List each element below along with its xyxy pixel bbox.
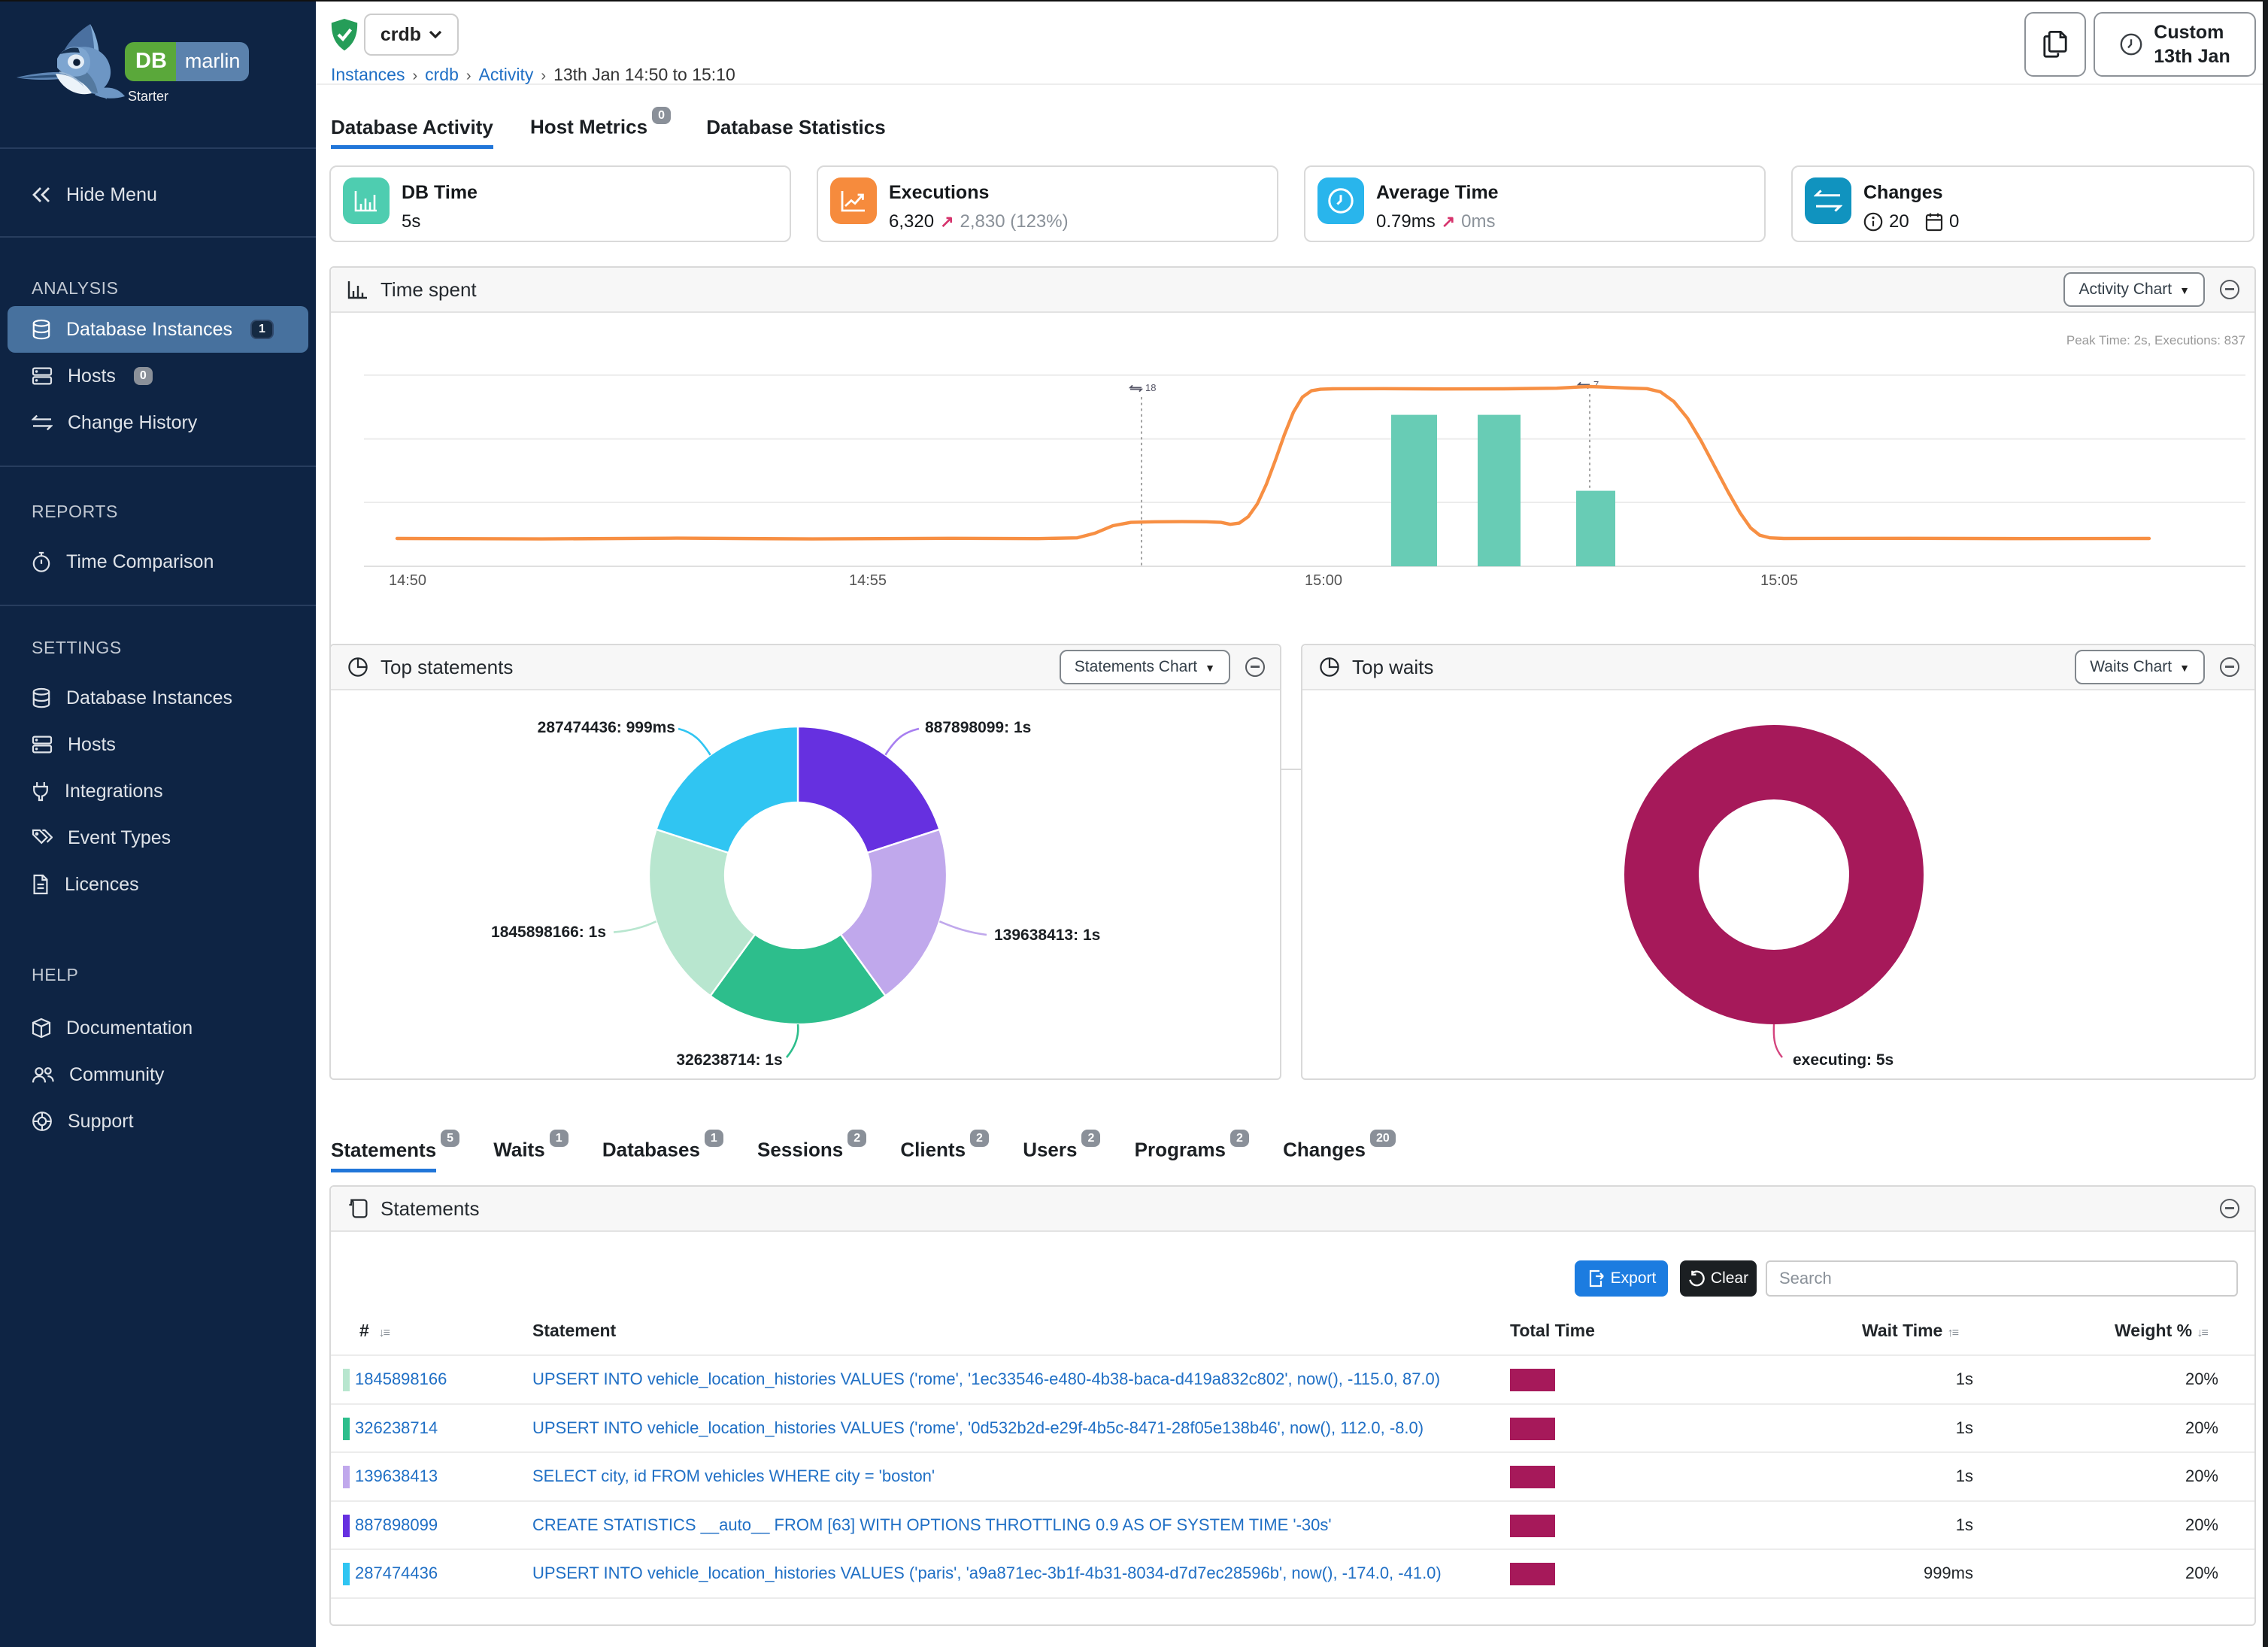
svg-text:14:55: 14:55 <box>849 572 887 589</box>
svg-text:15:05: 15:05 <box>1760 572 1798 589</box>
svg-text:15:00: 15:00 <box>1305 572 1342 589</box>
svg-text:139638413: 1s: 139638413: 1s <box>994 927 1100 944</box>
svg-text:326238714: 1s: 326238714: 1s <box>676 1051 782 1069</box>
svg-text:18: 18 <box>1145 382 1156 393</box>
svg-text:executing: 5s: executing: 5s <box>1793 1051 1894 1069</box>
svg-text:1845898166: 1s: 1845898166: 1s <box>491 924 606 941</box>
svg-text:14:50: 14:50 <box>389 572 426 589</box>
svg-text:7: 7 <box>1593 379 1599 390</box>
svg-text:887898099: 1s: 887898099: 1s <box>925 719 1031 736</box>
svg-text:Peak Time: 2s, Executions: 837: Peak Time: 2s, Executions: 837 <box>2066 333 2245 347</box>
svg-text:287474436: 999ms: 287474436: 999ms <box>538 719 675 736</box>
